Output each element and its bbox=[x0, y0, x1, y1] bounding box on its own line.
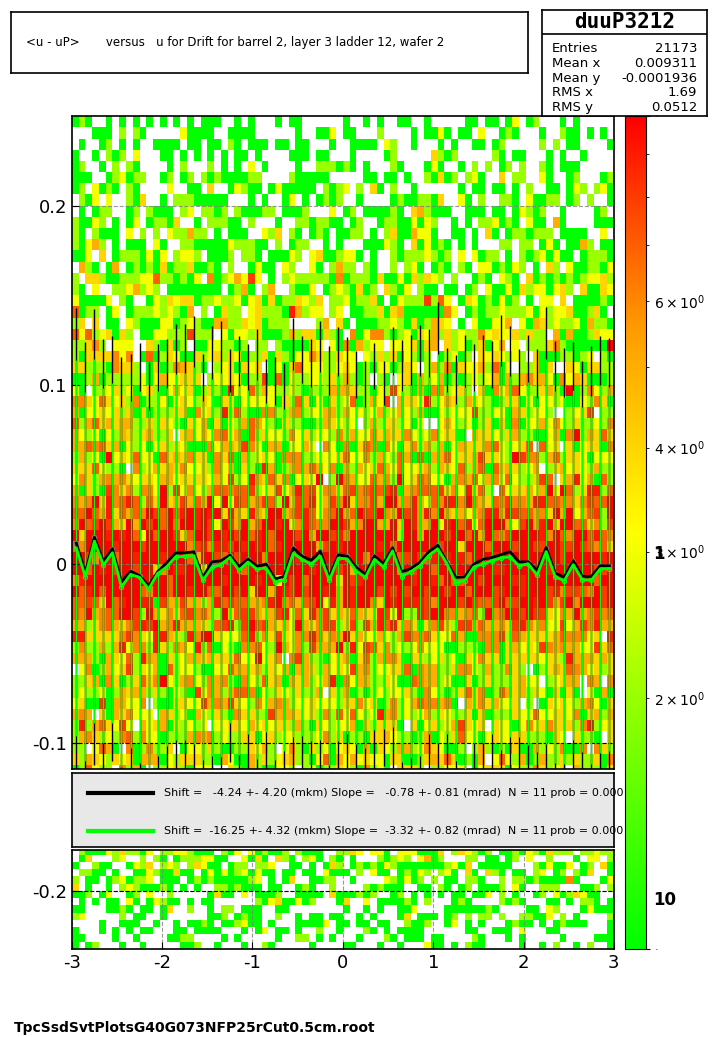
Text: 1.69: 1.69 bbox=[668, 86, 697, 100]
Text: 0.0512: 0.0512 bbox=[651, 102, 697, 114]
Text: <u - uP>       versus   u for Drift for barrel 2, layer 3 ladder 12, wafer 2: <u - uP> versus u for Drift for barrel 2… bbox=[27, 36, 444, 49]
Text: 21173: 21173 bbox=[655, 41, 697, 55]
Text: RMS x: RMS x bbox=[552, 86, 593, 100]
Text: Shift =  -16.25 +- 4.32 (mkm) Slope =  -3.32 +- 0.82 (mrad)  N = 11 prob = 0.000: Shift = -16.25 +- 4.32 (mkm) Slope = -3.… bbox=[164, 825, 623, 836]
Text: 0.009311: 0.009311 bbox=[634, 57, 697, 69]
Text: 1: 1 bbox=[653, 544, 665, 563]
Text: Mean x: Mean x bbox=[552, 57, 600, 69]
Text: TpcSsdSvtPlotsG40G073NFP25rCut0.5cm.root: TpcSsdSvtPlotsG40G073NFP25rCut0.5cm.root bbox=[14, 1020, 376, 1035]
Text: Mean y: Mean y bbox=[552, 72, 600, 85]
Text: duuP3212: duuP3212 bbox=[574, 12, 675, 32]
Text: -0.0001936: -0.0001936 bbox=[621, 72, 697, 85]
Text: Shift =   -4.24 +- 4.20 (mkm) Slope =   -0.78 +- 0.81 (mrad)  N = 11 prob = 0.00: Shift = -4.24 +- 4.20 (mkm) Slope = -0.7… bbox=[164, 788, 623, 798]
Text: 10: 10 bbox=[653, 891, 676, 908]
Text: RMS y: RMS y bbox=[552, 102, 593, 114]
Text: Entries: Entries bbox=[552, 41, 598, 55]
